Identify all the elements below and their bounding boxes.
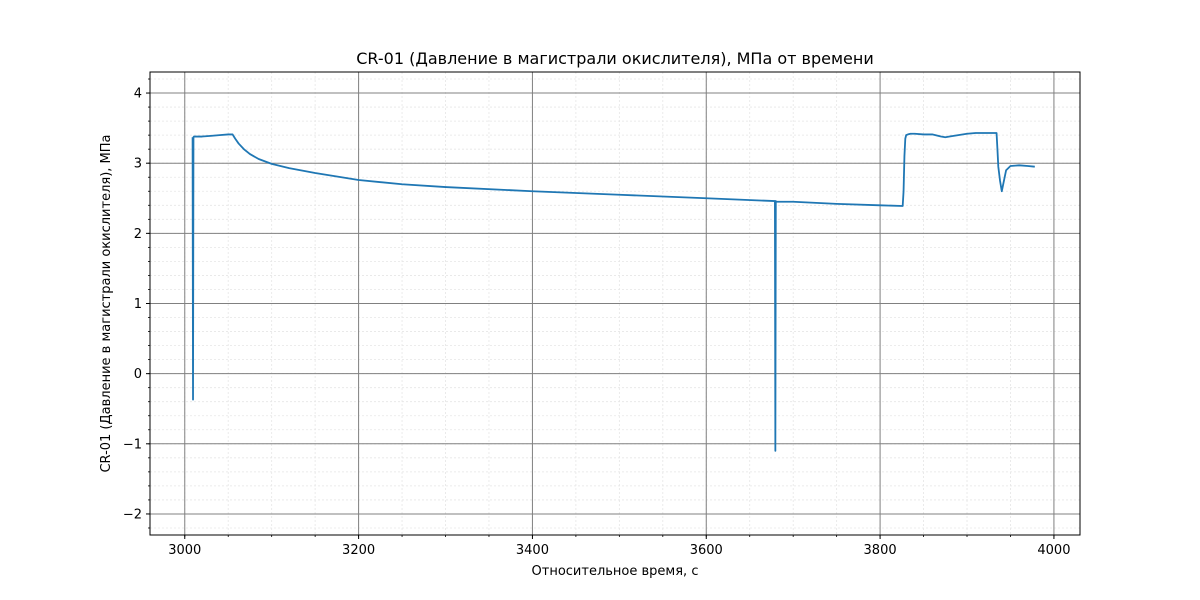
y-axis-label: CR-01 (Давление в магистрали окислителя)… — [99, 134, 114, 472]
x-tick-label: 4000 — [1037, 543, 1070, 558]
series-layer — [191, 132, 1035, 452]
y-tick-label: 1 — [134, 297, 142, 312]
y-tick-label: 3 — [134, 157, 142, 172]
x-axis: 3000 3200 3400 3600 3800 4000 — [168, 535, 1070, 558]
y-tick-label: 4 — [134, 87, 142, 102]
y-tick-label: −2 — [123, 507, 142, 522]
x-tick-label: 3600 — [690, 543, 723, 558]
x-tick-label: 3400 — [516, 543, 549, 558]
chart-title: CR-01 (Давление в магистрали окислителя)… — [356, 49, 874, 68]
major-grid — [150, 72, 1080, 535]
x-tick-label: 3200 — [342, 543, 375, 558]
y-tick-label: 2 — [134, 227, 142, 242]
y-tick-label: −1 — [123, 437, 142, 452]
x-axis-label: Относительное время, с — [532, 564, 699, 579]
x-tick-label: 3800 — [864, 543, 897, 558]
x-tick-label: 3000 — [168, 543, 201, 558]
y-axis: −2 −1 0 1 2 3 4 — [123, 78, 150, 529]
y-tick-label: 0 — [134, 367, 142, 382]
series-line — [191, 132, 1035, 452]
